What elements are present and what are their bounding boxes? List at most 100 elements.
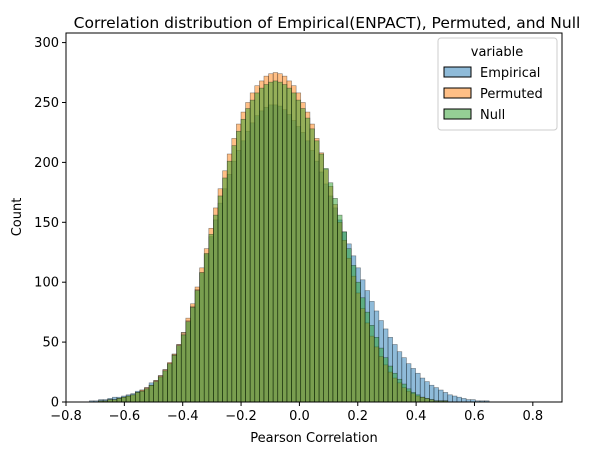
x-tick-label: −0.4 bbox=[167, 409, 199, 424]
y-tick-label: 250 bbox=[34, 96, 59, 111]
histogram-bar bbox=[203, 253, 210, 403]
histogram-bar bbox=[360, 297, 366, 403]
histogram-bar bbox=[419, 396, 426, 403]
histogram-bar bbox=[415, 394, 421, 403]
histogram-bar bbox=[383, 357, 389, 403]
histogram-bar bbox=[314, 140, 320, 403]
histogram-bar bbox=[387, 365, 393, 403]
histogram-bar bbox=[364, 311, 370, 403]
histogram-bar bbox=[167, 363, 173, 403]
x-tick-label: 0.6 bbox=[464, 409, 485, 424]
histogram-bar bbox=[346, 248, 352, 403]
histogram-bar bbox=[323, 168, 329, 403]
histogram-bar bbox=[392, 372, 398, 403]
histogram-bar bbox=[350, 265, 357, 403]
x-tick-label: 0.4 bbox=[406, 409, 427, 424]
legend-swatch bbox=[443, 87, 472, 99]
histogram-bar bbox=[259, 87, 265, 403]
x-axis: −0.8 −0.6 −0.4 −0.2 0.0 0.2 0.4 0.6 0.8 bbox=[50, 402, 543, 424]
histogram-bar bbox=[130, 394, 136, 403]
y-tick-label: 50 bbox=[42, 336, 59, 351]
histogram-bar bbox=[277, 81, 283, 403]
histogram-bar bbox=[176, 345, 182, 403]
histogram-bar bbox=[309, 128, 315, 403]
histogram-bar bbox=[318, 153, 325, 403]
histogram-bar bbox=[327, 182, 334, 403]
histogram-bar bbox=[341, 231, 347, 403]
legend-box bbox=[437, 37, 558, 131]
histogram-bar bbox=[452, 395, 458, 403]
x-tick-label: 0.8 bbox=[522, 409, 543, 424]
y-tick-label: 200 bbox=[34, 156, 59, 171]
legend-entry-label: Permuted bbox=[480, 87, 543, 102]
histogram-bar bbox=[194, 290, 200, 403]
histogram-bar bbox=[286, 87, 292, 403]
legend-entry-label: Null bbox=[480, 108, 505, 123]
histogram-bars bbox=[89, 72, 490, 403]
histogram-bar bbox=[180, 334, 187, 403]
x-tick-label: 0.0 bbox=[289, 409, 310, 424]
histogram-bar bbox=[134, 392, 141, 403]
histogram-bar bbox=[153, 381, 159, 403]
legend-swatch bbox=[443, 66, 472, 78]
histogram-bar bbox=[125, 395, 131, 403]
histogram-bar bbox=[231, 145, 237, 403]
y-axis-label: Count bbox=[10, 198, 25, 237]
histogram-bar bbox=[268, 81, 274, 403]
histogram-bar bbox=[249, 99, 256, 403]
histogram-bar bbox=[121, 396, 127, 403]
histogram-bar bbox=[369, 325, 375, 403]
legend-entry-label: Empirical bbox=[480, 66, 540, 81]
histogram-bar bbox=[208, 233, 214, 403]
histogram-bar bbox=[185, 321, 191, 403]
legend-title: variable bbox=[471, 45, 523, 60]
histogram-bar bbox=[373, 337, 380, 403]
histogram-bar bbox=[222, 177, 228, 403]
y-tick-label: 100 bbox=[34, 276, 59, 291]
histogram-bar bbox=[217, 195, 223, 403]
histogram-bar bbox=[148, 384, 154, 403]
histogram-bar bbox=[263, 84, 269, 403]
histogram-bar bbox=[337, 214, 343, 403]
histogram-bar bbox=[461, 398, 467, 403]
histogram-bar bbox=[424, 398, 430, 403]
histogram-bar bbox=[456, 396, 462, 403]
histogram-bar bbox=[406, 388, 412, 403]
histogram-bar bbox=[447, 394, 453, 403]
histogram-bar bbox=[300, 108, 306, 403]
x-tick-label: −0.6 bbox=[109, 409, 141, 424]
histogram-bar bbox=[240, 118, 246, 403]
x-axis-label: Pearson Correlation bbox=[250, 431, 377, 446]
histogram-bar bbox=[254, 92, 260, 403]
histogram-bar bbox=[226, 160, 233, 403]
histogram-bar bbox=[355, 281, 361, 403]
x-tick-label: 0.2 bbox=[347, 409, 368, 424]
histogram-bar bbox=[295, 99, 302, 403]
chart-title: Correlation distribution of Empirical(EN… bbox=[74, 14, 581, 32]
histogram-bar bbox=[332, 198, 338, 403]
histogram-bar bbox=[305, 117, 311, 403]
histogram-bar bbox=[282, 84, 288, 403]
y-axis: 0 50 100 150 200 250 300 bbox=[34, 36, 66, 411]
histogram-bar bbox=[116, 398, 122, 403]
histogram-bar bbox=[162, 370, 168, 403]
histogram-bar bbox=[236, 130, 242, 403]
histogram-bar bbox=[199, 272, 205, 403]
histogram-bar bbox=[213, 214, 219, 403]
histogram-bar bbox=[245, 108, 251, 403]
histogram-bar bbox=[378, 347, 384, 403]
histogram-bar bbox=[291, 92, 297, 403]
x-tick-label: −0.8 bbox=[50, 409, 82, 424]
y-tick-label: 300 bbox=[34, 36, 59, 51]
histogram-bar bbox=[438, 389, 444, 403]
histogram-bar bbox=[157, 376, 164, 403]
histogram-bar bbox=[171, 354, 177, 403]
plot-frame bbox=[65, 32, 563, 403]
y-tick-label: 150 bbox=[34, 216, 59, 231]
histogram-bar bbox=[410, 392, 416, 403]
histogram-bar bbox=[190, 307, 196, 403]
legend: variable Empirical Permuted Null bbox=[437, 37, 558, 131]
histogram-bar bbox=[139, 390, 145, 403]
legend-swatch bbox=[443, 108, 472, 120]
